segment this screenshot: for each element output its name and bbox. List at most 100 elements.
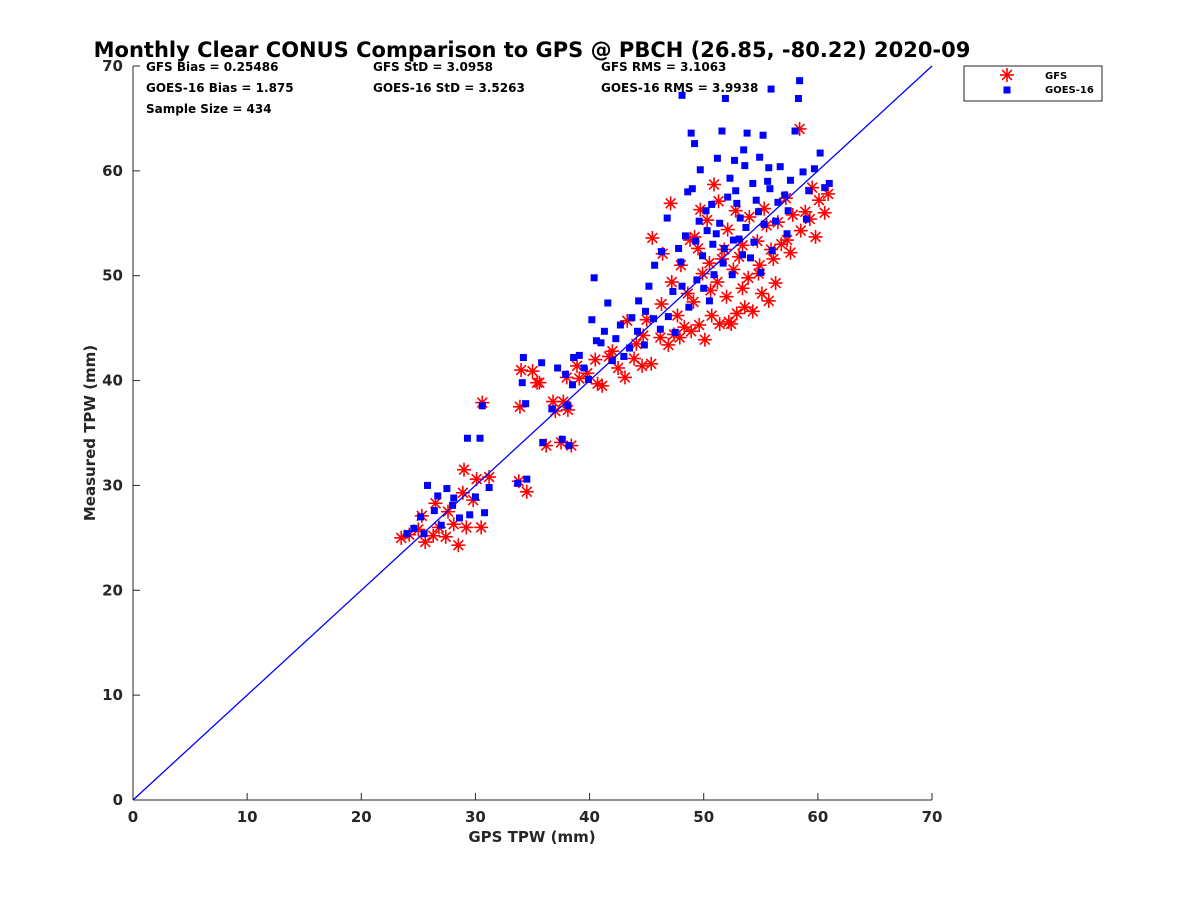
goes16-point: [772, 217, 780, 225]
goes16-point: [570, 354, 578, 362]
goes16-point: [750, 238, 758, 246]
goes16-point: [760, 220, 768, 228]
goes16-point: [590, 274, 598, 282]
goes16-point: [728, 271, 736, 279]
gfs-point: [617, 370, 632, 385]
goes16-point: [443, 485, 451, 493]
goes16-point: [791, 127, 799, 135]
goes16-point: [616, 321, 624, 329]
sample-size-text: Sample Size = 434: [146, 102, 272, 116]
goes16-point: [539, 438, 547, 446]
legend-box: [963, 65, 1103, 102]
goes16-point: [640, 341, 648, 349]
goes16-point: [781, 191, 789, 199]
goes16-point: [522, 400, 530, 408]
goes16-point: [437, 521, 445, 529]
goes16-point: [608, 357, 616, 365]
goes16-point: [766, 185, 774, 193]
goes16-point: [466, 511, 474, 519]
goes16-point: [733, 199, 741, 207]
stats-annotations: GFS Bias = 0.25486 GFS StD = 3.0958 GFS …: [146, 60, 758, 116]
legend-gfs-star: [1000, 68, 1014, 82]
goes-bias-text: GOES-16 Bias = 1.875: [146, 81, 294, 95]
goes16-point: [741, 162, 749, 170]
goes16-point: [699, 252, 707, 260]
gfs-point: [525, 364, 540, 379]
gfs-point: [530, 375, 545, 390]
goes16-point: [786, 176, 794, 184]
goes16-point: [742, 223, 750, 231]
gfs-point: [766, 251, 781, 266]
goes16-point: [816, 149, 824, 157]
goes16-point: [755, 208, 763, 216]
goes16-point: [784, 207, 792, 215]
goes16-point: [430, 507, 438, 515]
x-tick-label: 0: [128, 808, 138, 826]
goes16-point: [417, 513, 425, 521]
goes16-point: [731, 156, 739, 164]
goes16-point: [724, 193, 732, 201]
goes16-point: [821, 184, 829, 192]
goes16-point: [651, 261, 659, 269]
x-tick-label: 30: [465, 808, 486, 826]
goes16-point: [713, 154, 721, 162]
goes16-point: [669, 287, 677, 295]
goes16-point: [756, 153, 764, 161]
goes16-point: [757, 269, 765, 277]
goes16-point: [634, 327, 642, 335]
gfs-point: [745, 304, 760, 319]
goes16-series: [403, 77, 833, 538]
gfs-point: [663, 196, 678, 211]
goes16-point: [749, 179, 757, 187]
gfs-point: [692, 317, 707, 332]
legend-gfs-label: GFS: [1045, 71, 1067, 82]
goes16-point: [783, 230, 791, 238]
goes16-point: [720, 244, 728, 252]
gfs-point: [700, 213, 715, 228]
gfs-point: [670, 308, 685, 323]
y-tick-label: 30: [102, 476, 123, 494]
goes16-point: [825, 179, 833, 187]
goes16-point: [562, 370, 570, 378]
goes16-point: [626, 344, 634, 352]
goes16-point: [620, 352, 628, 360]
goes16-point: [645, 282, 653, 290]
goes16-point: [518, 379, 526, 387]
gfs-point: [664, 275, 679, 290]
x-tick-label: 10: [237, 808, 258, 826]
gfs-point: [702, 256, 717, 271]
goes-rms-text: GOES-16 RMS = 3.9938: [601, 81, 758, 95]
gfs-point: [724, 316, 739, 331]
goes16-point: [684, 188, 692, 196]
goes16-point: [739, 251, 747, 259]
goes16-point: [705, 297, 713, 305]
goes16-point: [740, 146, 748, 154]
gfs-point: [661, 337, 676, 352]
goes16-point: [726, 174, 734, 182]
gfs-bias-text: GFS Bias = 0.25486: [146, 60, 278, 74]
gfs-point: [704, 308, 719, 323]
goes16-point: [671, 328, 679, 336]
y-ticks: 0 10 20 30 40 50 60 70: [102, 57, 140, 809]
gfs-point: [474, 520, 489, 535]
goes16-point: [799, 168, 807, 176]
goes16-point: [759, 131, 767, 139]
legend-goes16-label: GOES-16: [1045, 85, 1094, 96]
goes16-point: [575, 351, 583, 359]
gfs-point: [742, 209, 757, 224]
goes16-point: [743, 129, 751, 137]
y-tick-label: 20: [102, 581, 123, 599]
goes16-point: [721, 95, 729, 103]
gfs-point: [720, 222, 735, 237]
goes16-point: [732, 187, 740, 195]
goes16-point: [463, 434, 471, 442]
legend-goes16-square: [1003, 86, 1011, 94]
goes16-point: [681, 232, 689, 240]
gfs-rms-text: GFS RMS = 3.1063: [601, 60, 726, 74]
gfs-point: [712, 316, 727, 331]
goes16-point: [434, 492, 442, 500]
goes16-point: [735, 235, 743, 243]
goes16-point: [664, 313, 672, 321]
goes16-point: [663, 214, 671, 222]
axes: 0 10 20 30 40 50 60 70 0 10 20 30 40 50 60 70: [102, 57, 942, 826]
